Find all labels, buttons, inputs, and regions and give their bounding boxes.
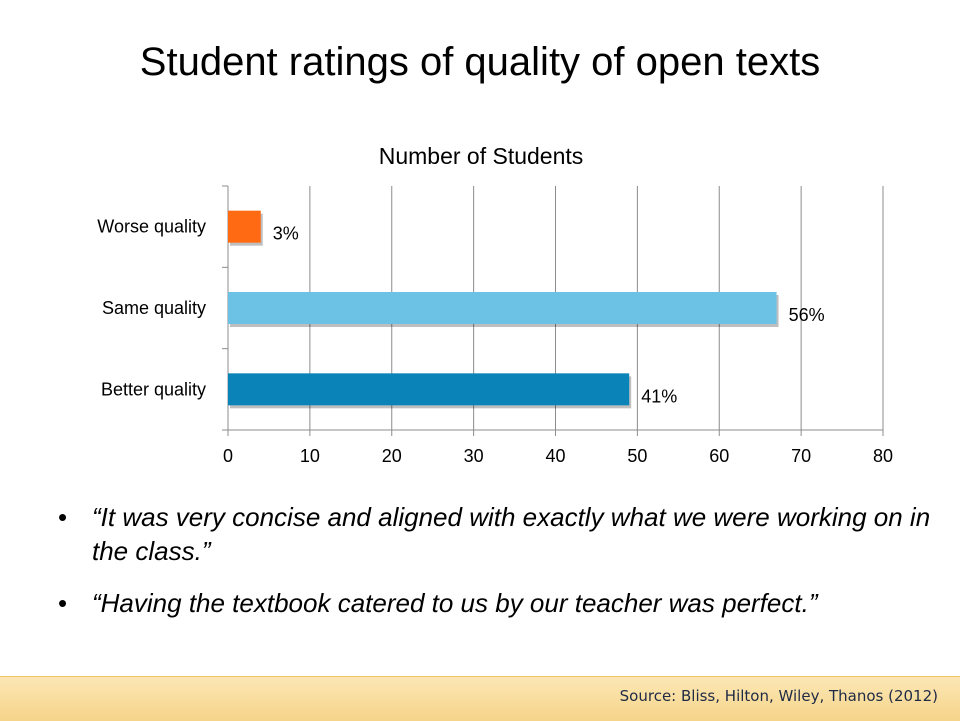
bar-chart: Number of Students 0 10 20 30 40 50 60 70 80 Wors… [97, 143, 893, 466]
bar-worse-quality [228, 210, 261, 243]
bullet-dot: • [58, 588, 68, 618]
bar-better-quality [228, 373, 630, 406]
x-tick-label: 10 [300, 446, 320, 466]
labels: 0 10 20 30 40 50 60 70 80 Worse quality 3% Same qua… [97, 217, 893, 466]
x-tick-label: 40 [545, 446, 565, 466]
x-tick-label: 60 [709, 446, 729, 466]
bullet-dot: • [58, 502, 68, 532]
source-citation: Source: Bliss, Hilton, Wiley, Thanos (20… [619, 687, 938, 705]
chart-title: Number of Students [379, 143, 584, 169]
x-tick-label: 0 [223, 446, 233, 466]
data-label: 3% [273, 224, 299, 244]
category-label: Same quality [102, 298, 206, 318]
data-label: 41% [641, 386, 677, 406]
slide-title: Student ratings of quality of open texts [139, 40, 821, 84]
quote-list: • “It was very concise and aligned with … [50, 500, 940, 638]
data-label: 56% [789, 305, 825, 325]
category-label: Better quality [101, 379, 206, 399]
x-tick-label: 30 [464, 446, 484, 466]
x-tick-label: 80 [873, 446, 893, 466]
footer-band: Source: Bliss, Hilton, Wiley, Thanos (20… [0, 676, 960, 721]
quote-item: • “It was very concise and aligned with … [50, 500, 940, 568]
quote-text: “It was very concise and aligned with ex… [92, 502, 931, 566]
x-tick-label: 20 [382, 446, 402, 466]
category-label: Worse quality [97, 217, 206, 237]
quote-text: “Having the textbook catered to us by ou… [92, 588, 818, 618]
quote-item: • “Having the textbook catered to us by … [50, 586, 940, 620]
x-tick-label: 70 [791, 446, 811, 466]
bars [228, 210, 779, 409]
x-tick-label: 50 [627, 446, 647, 466]
bar-same-quality [228, 292, 777, 324]
